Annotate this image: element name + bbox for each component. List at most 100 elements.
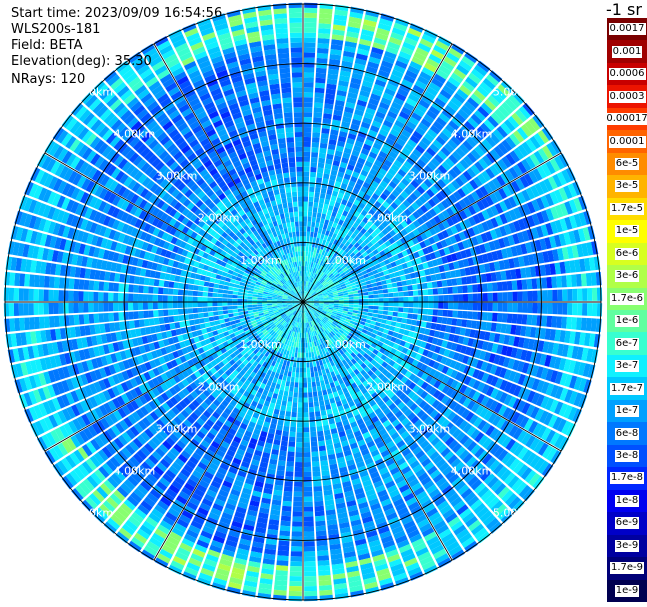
ray-gate	[325, 286, 331, 291]
ray-gate	[381, 343, 388, 350]
ray-gate	[336, 275, 342, 280]
ray-gate	[312, 361, 317, 367]
ray-gate	[208, 415, 218, 424]
ray-gate	[368, 444, 378, 453]
ray-gate	[388, 150, 398, 160]
ray-gate	[378, 577, 393, 586]
ray-gate	[232, 484, 243, 492]
ray-gate	[363, 244, 370, 251]
ray-gate	[516, 400, 527, 413]
ray-gate	[344, 391, 351, 399]
ray-gate	[547, 176, 558, 190]
ray-gate	[334, 150, 343, 157]
ray-gate	[390, 336, 397, 343]
ray-gate	[310, 441, 318, 447]
ray-gate	[516, 231, 525, 243]
ray-gate	[510, 269, 517, 280]
ray-gate	[205, 553, 219, 563]
ray-gate	[305, 322, 307, 328]
ray-gate	[382, 55, 396, 65]
ray-gate	[498, 355, 506, 367]
ray-gate	[151, 532, 165, 544]
ray-gate	[291, 320, 295, 326]
ray-gate	[494, 203, 504, 214]
ray-gate	[373, 273, 380, 279]
ray-gate	[342, 310, 348, 314]
ray-gate	[343, 173, 351, 181]
ray-gate	[400, 46, 414, 56]
ray-gate	[295, 461, 303, 468]
ray-gate	[443, 56, 457, 68]
ray-gate	[481, 384, 490, 395]
ray-gate	[306, 261, 310, 267]
ray-gate	[307, 317, 310, 323]
ray-gate	[416, 490, 428, 501]
ray-gate	[454, 361, 462, 371]
ray-gate	[561, 316, 568, 329]
ray-gate	[513, 385, 522, 397]
ray-gate	[407, 307, 414, 314]
ray-gate	[248, 393, 255, 401]
ray-gate	[420, 223, 429, 232]
ray-gate	[309, 288, 313, 293]
ray-gate	[237, 501, 248, 510]
ray-gate	[213, 436, 223, 445]
ray-gate	[346, 255, 352, 262]
ray-gate	[419, 327, 426, 334]
ray-gate	[494, 227, 503, 238]
ray-gate	[389, 521, 402, 530]
ray-gate	[480, 361, 489, 372]
ray-gate	[227, 581, 242, 590]
ray-gate	[482, 77, 496, 90]
ray-gate	[331, 276, 337, 281]
ray-gate	[273, 584, 287, 591]
ray-gate	[292, 321, 296, 327]
ray-gate	[435, 135, 447, 146]
ray-gate	[360, 340, 367, 347]
ray-gate	[344, 490, 354, 498]
ray-gate	[317, 162, 325, 169]
ray-gate	[364, 436, 373, 444]
ray-gate	[453, 500, 466, 512]
ray-gate	[357, 231, 364, 239]
ray-gate	[339, 466, 348, 474]
ray-gate	[384, 379, 393, 387]
ray-gate	[296, 422, 303, 428]
ray-gate	[336, 357, 342, 364]
ray-gate	[423, 480, 435, 490]
ray-gate	[349, 226, 356, 233]
ray-gate	[390, 394, 399, 403]
ray-gate	[387, 110, 398, 120]
ray-gate	[403, 354, 411, 362]
ray-gate	[390, 563, 404, 573]
ray-gate	[342, 376, 348, 383]
ray-gate	[398, 269, 405, 276]
ray-gate	[242, 456, 252, 464]
ray-gate	[343, 306, 349, 309]
ray-gate	[453, 190, 462, 201]
ray-gate	[332, 375, 338, 382]
ray-gate	[399, 257, 406, 264]
ray-gate	[408, 231, 416, 239]
ray-gate	[422, 403, 431, 412]
ray-gate	[274, 579, 288, 586]
ray-gate	[269, 423, 277, 430]
ray-gate	[304, 302, 310, 304]
ray-gate	[355, 217, 362, 225]
ray-gate	[482, 283, 488, 292]
ray-gate	[338, 307, 344, 311]
ray-gate	[264, 357, 270, 364]
ray-gate	[371, 403, 380, 412]
ray-gate	[393, 572, 408, 582]
ray-gate	[263, 447, 272, 454]
ray-gate	[576, 346, 584, 360]
ray-gate	[389, 489, 400, 498]
ray-gate	[323, 429, 331, 436]
ray-gate	[359, 470, 369, 478]
ray-gate	[314, 192, 320, 198]
ray-gate	[420, 255, 427, 263]
ray-gate	[308, 397, 314, 403]
ray-gate	[349, 208, 356, 215]
ray-gate	[463, 155, 474, 167]
ray-gate	[473, 527, 488, 540]
